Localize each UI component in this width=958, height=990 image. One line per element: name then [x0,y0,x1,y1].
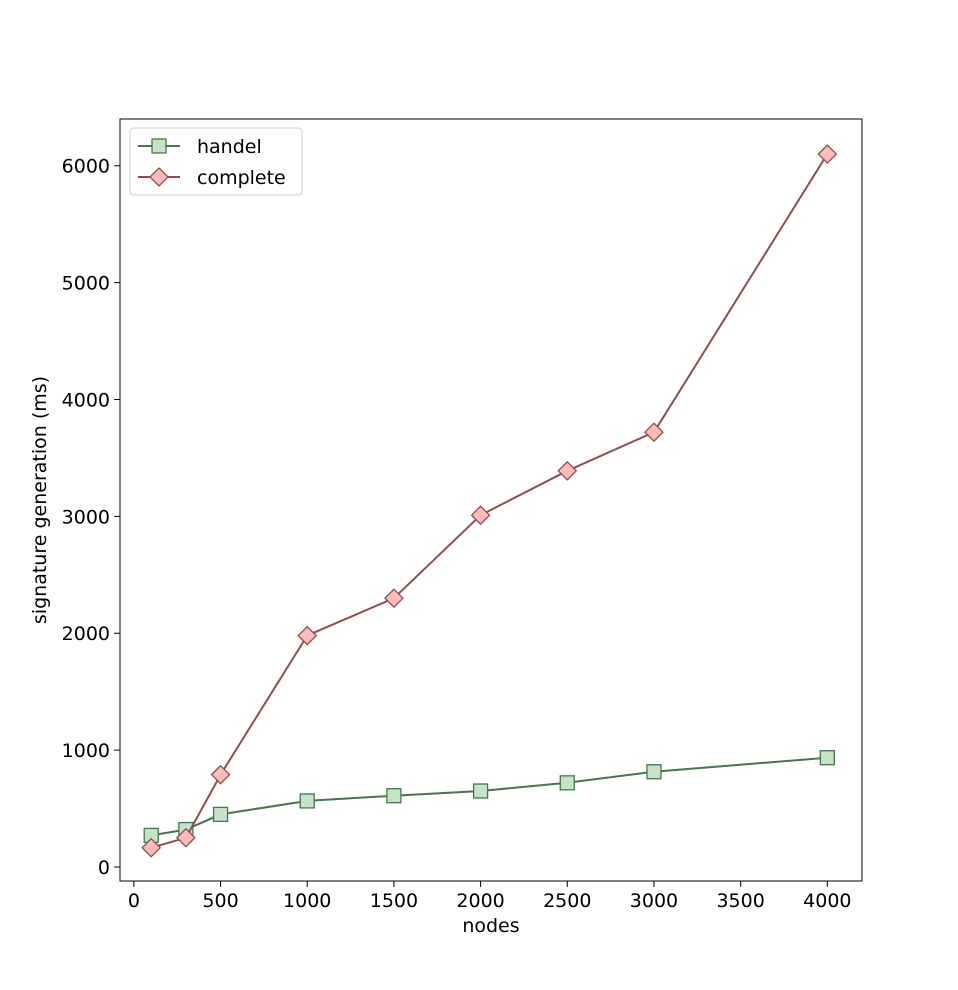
x-tick-label: 3000 [630,890,678,912]
y-tick-label: 1000 [62,740,110,762]
legend-complete-label: complete [197,167,286,189]
y-tick-label: 0 [98,857,110,879]
x-tick-label: 2000 [456,890,504,912]
x-tick-label: 4000 [803,890,851,912]
y-axis-label: signature generation (ms) [29,376,51,624]
data-point-handel [299,793,315,809]
data-point-complete [297,625,318,646]
series-layer [141,144,838,858]
x-tick-label: 1000 [283,890,331,912]
data-point-handel [819,750,835,766]
y-tick-label: 6000 [62,156,110,178]
x-tick-label: 1500 [370,890,418,912]
y-tick-label: 2000 [62,623,110,645]
data-point-handel [386,788,402,804]
data-point-complete [470,505,491,526]
data-point-handel [646,764,662,780]
y-axis: 0 1000 2000 3000 4000 5000 6000 [62,156,120,879]
legend-handel-label: handel [197,136,262,158]
legend-complete-marker [149,167,169,187]
data-point-complete [557,460,578,481]
x-tick-label: 0 [128,890,140,912]
x-axis-label: nodes [462,915,519,937]
data-point-handel [559,775,575,791]
x-tick-label: 2500 [543,890,591,912]
data-point-handel [212,806,229,823]
y-tick-label: 4000 [62,389,110,411]
data-point-handel [472,783,489,799]
series-handel [143,750,835,844]
legend-box [129,127,303,196]
data-point-complete [141,837,162,858]
data-point-complete [210,764,231,785]
x-tick-label: 3500 [716,890,764,912]
y-tick-label: 3000 [62,506,110,528]
legend-handel-marker [151,138,167,154]
data-point-complete [644,422,664,443]
data-point-complete [817,144,838,164]
plot-area-frame [119,118,863,882]
data-point-complete [175,827,196,848]
series-complete [141,144,838,858]
x-axis: 0 500 1000 1500 2000 2500 3000 3500 4000 [128,881,852,912]
data-point-complete [383,588,404,609]
y-tick-label: 5000 [62,273,110,295]
x-tick-label: 500 [202,890,238,912]
legend: handel complete [129,127,303,196]
